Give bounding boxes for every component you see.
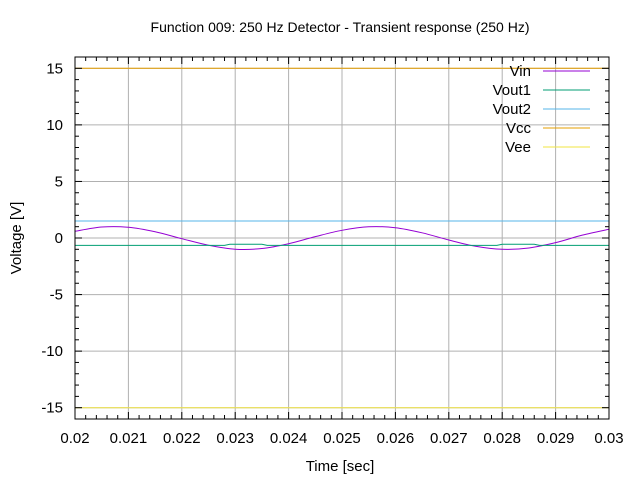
x-tick-label: 0.021 [110,430,148,447]
legend: Vin Vout1 Vout2 Vcc Vee [493,63,590,156]
y-tick-labels: 15 10 5 0 -5 -10 -15 [41,60,63,416]
y-tick-label: 10 [46,117,63,134]
x-tick-labels: 0.02 0.021 0.022 0.023 0.024 0.025 0.026 0.027 0… [60,430,623,447]
y-tick-label: 5 [55,173,63,190]
legend-label-vee: Vee [505,139,531,156]
x-tick-label: 0.025 [323,430,361,447]
chart-title: Function 009: 250 Hz Detector - Transien… [151,19,530,35]
y-tick-label: -5 [50,287,63,304]
x-tick-label: 0.02 [60,430,89,447]
x-axis-label: Time [sec] [306,458,375,475]
series-line-vin [75,226,609,250]
series-layer [75,67,609,409]
y-tick-label: 0 [55,230,63,247]
x-tick-label: 0.026 [377,430,415,447]
x-tick-label: 0.023 [216,430,254,447]
legend-label-vcc: Vcc [506,120,532,137]
series-line-vout1 [75,243,609,246]
x-tick-label: 0.024 [270,430,308,447]
y-tick-label: -15 [41,400,63,417]
x-tick-label: 0.03 [594,430,623,447]
x-tick-label: 0.022 [163,430,201,447]
x-tick-label: 0.028 [483,430,521,447]
legend-label-vout2: Vout2 [493,101,531,118]
ticks [74,56,610,420]
legend-label-vin: Vin [510,63,531,80]
y-tick-label: 15 [46,60,63,77]
y-tick-label: -10 [41,343,63,360]
x-tick-label: 0.027 [430,430,468,447]
legend-label-vout1: Vout1 [493,82,531,99]
y-axis-label: Voltage [V] [8,202,25,275]
x-tick-label: 0.029 [537,430,575,447]
